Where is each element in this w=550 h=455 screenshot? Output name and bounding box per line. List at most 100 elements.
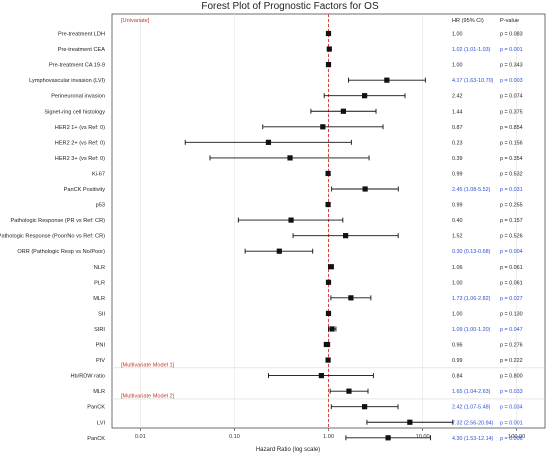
hr-point [362, 186, 368, 192]
row-label: Signet-ring cell histology [44, 109, 105, 115]
p-value: p = 0.375 [500, 109, 523, 115]
p-value: p = 0.061 [500, 280, 523, 286]
section-label-layer: [Univariate] [Multivariate Model 1] [Multi… [121, 18, 175, 399]
hr-column: 1.00 1.02 (1.01-1.03) 1.00 4.17 (1.63-10.70… [452, 32, 494, 442]
p-value: p = 0.001 [500, 420, 523, 426]
hr-value: 0.99 [452, 171, 463, 177]
row-label: p53 [96, 203, 105, 209]
hr-point [343, 233, 349, 239]
row-label: HER2 1+ (vs Ref: 0) [55, 125, 105, 131]
hr-value: 2.42 [452, 94, 463, 100]
p-value: p = 0.532 [500, 171, 523, 177]
hr-point [384, 77, 390, 83]
p-value: p = 0.526 [500, 234, 523, 240]
hr-point [320, 124, 326, 130]
section-label: [Multivariate Model 1] [121, 362, 175, 368]
hr-value: 1.00 [452, 280, 463, 286]
hr-point [324, 341, 330, 348]
hr-value: 4.17 (1.63-10.70) [452, 78, 494, 84]
row-label: Lymphovascular invasion (LVI) [29, 78, 105, 84]
p-value: p = 0.033 [500, 389, 523, 395]
hr-point [362, 93, 368, 99]
hr-value: 0.99 [452, 358, 463, 364]
x-tick-label: 10.00 [416, 434, 430, 440]
p-value: p = 0.255 [500, 203, 523, 209]
hr-point [265, 139, 272, 145]
hr-value: 1.00 [452, 311, 463, 317]
row-label-layer: Pre-treatment LDH Pre-treatment CEA Pre-tr… [0, 32, 105, 442]
hr-point [340, 108, 347, 114]
hr-value: 1.00 [452, 32, 463, 38]
p-value: p = 0.130 [500, 311, 523, 317]
x-tick-label: 1.00 [323, 434, 334, 440]
hr-value: 1.73 (1.06-2.82) [452, 296, 491, 302]
section-label: [Univariate] [121, 18, 150, 24]
x-axis-ticks: 0.01 0.10 1.00 10.00 100.00 [135, 428, 525, 440]
p-value: p = 0.222 [500, 358, 523, 364]
p-value: p = 0.343 [500, 63, 523, 69]
hr-point [328, 264, 334, 270]
chart-title: Forest Plot of Prognostic Factors for OS [201, 1, 379, 12]
grid-layer [140, 14, 517, 428]
hr-point [362, 404, 368, 410]
hr-point [346, 388, 352, 394]
row-label: NLR [94, 265, 105, 271]
hr-value: 1.02 (1.01-1.03) [452, 47, 491, 53]
hr-point [329, 326, 335, 332]
row-label: HER2 2+ (vs Ref: 0) [55, 140, 105, 146]
hr-value: 1.52 [452, 234, 463, 240]
hr-column-header: HR (95% CI) [452, 18, 484, 24]
row-label: SII [98, 311, 105, 317]
point-layer [265, 30, 413, 441]
p-value: p = 0.031 [500, 187, 523, 193]
row-label: Pathologic Response (Poor/No vs Ref: CR) [0, 234, 105, 240]
row-label: HER2 3+ (vs Ref: 0) [55, 156, 105, 162]
row-label: PNI [96, 343, 106, 349]
hr-value: 1.09 (1.00-1.20) [452, 327, 491, 333]
hr-point [325, 357, 331, 363]
row-label: MLR [93, 296, 105, 302]
hr-point [385, 435, 391, 441]
p-value: p = 0.004 [500, 249, 523, 255]
p-value: p = 0.157 [500, 218, 523, 224]
row-label: Pathologic Response (PR vs Ref: CR) [10, 218, 105, 224]
hr-point [326, 46, 332, 52]
row-label: PanCK [87, 405, 105, 411]
hr-point [276, 248, 282, 254]
hr-value: 2.42 (1.07-5.48) [452, 405, 491, 411]
hr-point [348, 295, 354, 301]
hr-value: 1.44 [452, 109, 463, 115]
hr-value: 1.65 (1.04-2.63) [452, 389, 491, 395]
p-value: p = 0.006 [500, 436, 523, 442]
p-value: p = 0.061 [500, 265, 523, 271]
p-value: p = 0.003 [500, 78, 523, 84]
hr-value: 7.32 (2.56-20.94) [452, 420, 494, 426]
hr-point [288, 217, 294, 223]
hr-value: 0.30 (0.13-0.68) [452, 249, 491, 255]
p-value: p = 0.800 [500, 374, 523, 380]
p-value: p = 0.156 [500, 140, 523, 146]
hr-value: 0.40 [452, 218, 463, 224]
hr-point [325, 201, 331, 208]
row-label: PanCK Positivity [64, 187, 106, 193]
row-label: Pre-treatment CEA [58, 47, 106, 53]
p-column: p = 0.083 p = 0.001 p = 0.343 p = 0.003 p = … [500, 32, 523, 442]
row-label: Pre-treatment LDH [58, 32, 105, 38]
section-label: [Multivariate Model 2] [121, 393, 175, 399]
hr-value: 1.00 [452, 63, 463, 69]
p-value: p = 0.354 [500, 156, 523, 162]
section-separators [112, 367, 545, 400]
p-value: p = 0.027 [500, 296, 523, 302]
hr-value: 0.23 [452, 140, 463, 146]
hr-point [287, 155, 293, 161]
row-label: MLR [93, 389, 105, 395]
row-label: Perineuronal invasion [51, 94, 105, 100]
x-axis-label: Hazard Ratio (log scale) [256, 447, 320, 453]
p-column-header: P-value [500, 18, 519, 24]
row-label: Ki-67 [92, 171, 105, 177]
row-label: PLR [94, 280, 105, 286]
row-label: PanCK [87, 436, 105, 442]
p-value: p = 0.047 [500, 327, 523, 333]
